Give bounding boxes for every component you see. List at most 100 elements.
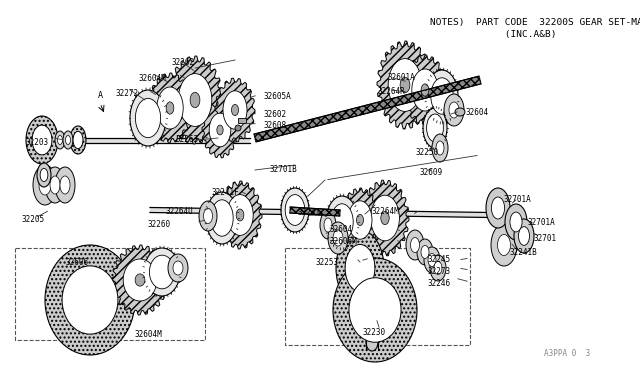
Text: 32264R: 32264R	[378, 87, 406, 96]
Text: 32250: 32250	[415, 148, 438, 157]
Ellipse shape	[217, 125, 223, 135]
Ellipse shape	[336, 230, 384, 306]
Ellipse shape	[431, 78, 453, 114]
Ellipse shape	[60, 176, 70, 194]
Text: 32602: 32602	[264, 110, 287, 119]
Text: NOTES)  PART CODE  32200S GEAR SET-MAIN DRIVE: NOTES) PART CODE 32200S GEAR SET-MAIN DR…	[430, 18, 640, 27]
Text: 32604M: 32604M	[134, 330, 162, 339]
Ellipse shape	[39, 175, 51, 195]
Ellipse shape	[424, 247, 440, 273]
Ellipse shape	[421, 84, 429, 96]
Ellipse shape	[356, 214, 364, 225]
Ellipse shape	[514, 219, 534, 253]
Ellipse shape	[430, 255, 446, 281]
Text: 32606: 32606	[65, 258, 88, 267]
Ellipse shape	[37, 163, 51, 187]
Text: 32205: 32205	[22, 215, 45, 224]
Ellipse shape	[324, 218, 332, 232]
Text: 32604: 32604	[330, 225, 353, 234]
Ellipse shape	[55, 131, 65, 149]
Ellipse shape	[32, 125, 52, 155]
Ellipse shape	[428, 253, 436, 266]
Ellipse shape	[432, 134, 448, 162]
Text: 32263: 32263	[175, 135, 198, 144]
Ellipse shape	[345, 244, 375, 292]
Ellipse shape	[381, 211, 389, 225]
Polygon shape	[377, 41, 433, 129]
Ellipse shape	[497, 234, 511, 256]
Ellipse shape	[331, 204, 353, 240]
Ellipse shape	[349, 278, 401, 342]
Ellipse shape	[505, 204, 527, 240]
Text: 32241: 32241	[298, 208, 321, 217]
Polygon shape	[30, 138, 250, 142]
Polygon shape	[254, 76, 481, 142]
Ellipse shape	[70, 126, 86, 154]
Polygon shape	[150, 208, 490, 218]
Ellipse shape	[400, 77, 410, 93]
Ellipse shape	[328, 222, 348, 254]
Polygon shape	[255, 78, 481, 140]
Text: 32230: 32230	[362, 328, 385, 337]
Text: 32701B: 32701B	[270, 165, 298, 174]
Ellipse shape	[406, 230, 424, 260]
Ellipse shape	[235, 125, 241, 131]
Ellipse shape	[123, 259, 157, 301]
Ellipse shape	[63, 131, 73, 149]
Ellipse shape	[58, 135, 63, 144]
Text: 32601A: 32601A	[388, 73, 416, 82]
Ellipse shape	[410, 237, 419, 253]
Ellipse shape	[204, 208, 212, 224]
Ellipse shape	[149, 255, 175, 289]
Polygon shape	[202, 102, 238, 158]
Ellipse shape	[449, 102, 459, 118]
Ellipse shape	[157, 87, 183, 129]
Ellipse shape	[206, 192, 238, 244]
Ellipse shape	[178, 74, 212, 126]
Ellipse shape	[285, 195, 305, 225]
Ellipse shape	[492, 197, 504, 219]
Ellipse shape	[333, 230, 343, 246]
Ellipse shape	[326, 196, 358, 248]
Ellipse shape	[412, 69, 438, 111]
Ellipse shape	[33, 165, 57, 205]
Ellipse shape	[199, 201, 217, 231]
Ellipse shape	[333, 258, 417, 362]
Ellipse shape	[423, 108, 447, 148]
Ellipse shape	[417, 239, 433, 265]
Ellipse shape	[455, 108, 465, 116]
Bar	[238, 118, 246, 123]
Ellipse shape	[518, 227, 529, 246]
Text: (INC.A&B): (INC.A&B)	[430, 30, 557, 39]
Polygon shape	[215, 78, 255, 142]
Ellipse shape	[427, 114, 444, 142]
Text: 32606M: 32606M	[330, 237, 358, 246]
Ellipse shape	[486, 188, 510, 228]
Text: 32245: 32245	[428, 255, 451, 264]
Ellipse shape	[434, 262, 442, 275]
Ellipse shape	[144, 248, 180, 296]
Ellipse shape	[135, 274, 145, 286]
Polygon shape	[361, 180, 409, 256]
Ellipse shape	[62, 266, 118, 334]
Polygon shape	[340, 188, 380, 252]
Ellipse shape	[281, 188, 309, 232]
Ellipse shape	[320, 211, 336, 239]
Ellipse shape	[491, 224, 517, 266]
Text: 32253: 32253	[315, 258, 338, 267]
Polygon shape	[290, 207, 340, 216]
Ellipse shape	[366, 333, 378, 351]
Text: A: A	[97, 91, 102, 100]
Text: 32701A: 32701A	[527, 218, 555, 227]
Text: 32241B: 32241B	[509, 248, 537, 257]
Ellipse shape	[26, 116, 58, 164]
Text: A3PPA 0  3: A3PPA 0 3	[544, 349, 590, 358]
Text: 32273: 32273	[428, 267, 451, 276]
Ellipse shape	[190, 92, 200, 108]
Text: 32246: 32246	[428, 279, 451, 288]
Ellipse shape	[136, 99, 161, 138]
Ellipse shape	[45, 167, 65, 203]
Text: 32608: 32608	[264, 121, 287, 130]
Text: 32604M: 32604M	[138, 74, 166, 83]
Ellipse shape	[510, 212, 522, 232]
